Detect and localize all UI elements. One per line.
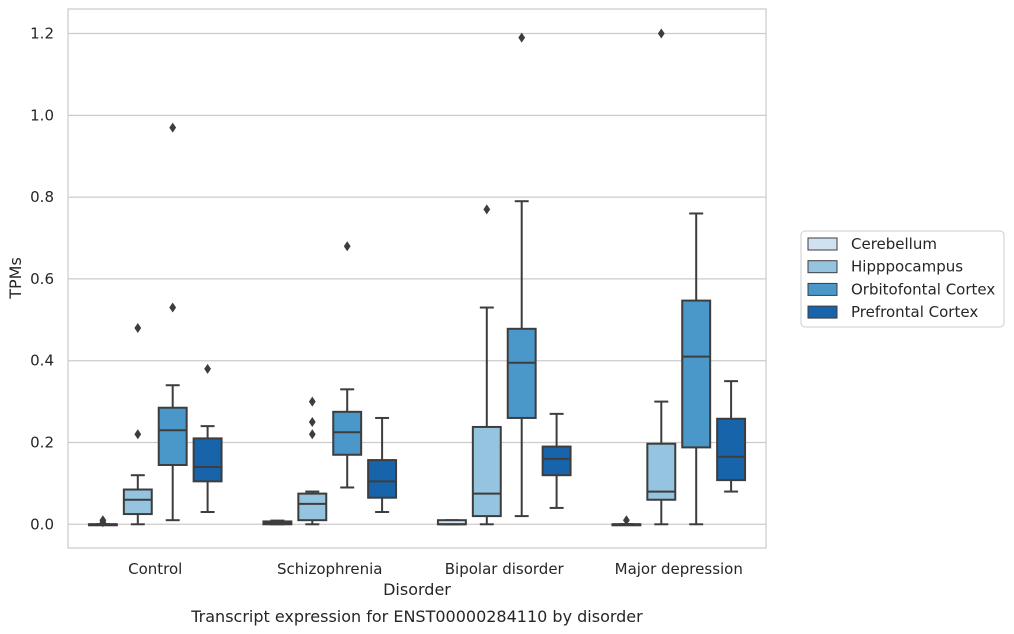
box-group (681, 212, 712, 526)
chart-caption: Transcript expression for ENST0000028411… (190, 607, 643, 626)
box-group (192, 363, 223, 514)
box-group (646, 28, 677, 526)
box-iqr (157, 406, 188, 466)
box-iqr (192, 437, 223, 483)
box-iqr (122, 488, 153, 516)
box-group (716, 380, 747, 493)
y-tick-label: 1.0 (30, 106, 54, 124)
legend-frame (800, 230, 1005, 328)
outlier-point (518, 32, 526, 43)
box-iqr (541, 445, 572, 477)
outlier-point (99, 517, 107, 528)
legend-swatch (807, 282, 838, 296)
plot-frame (67, 8, 767, 549)
legend-label: Hipppocampus (851, 258, 963, 276)
legend-label: Cerebellum (851, 235, 937, 253)
outlier-point (343, 241, 351, 252)
legend-swatch (807, 305, 838, 319)
outlier-point (169, 302, 177, 313)
box-group (157, 122, 188, 522)
y-axis-ticks: 0.0 0.2 0.4 0.6 0.8 1.0 1.2 (30, 25, 54, 534)
outlier-point (204, 363, 211, 374)
box-group (262, 519, 293, 526)
outlier-point (308, 429, 316, 440)
box-iqr (646, 442, 677, 501)
outlier-point (308, 417, 316, 428)
box-group (332, 241, 363, 489)
legend-swatch (807, 260, 838, 274)
box-group (506, 32, 537, 518)
outlier-point (134, 322, 142, 333)
y-tick-label: 0.4 (30, 352, 54, 370)
box-iqr (332, 410, 363, 456)
legend: Cerebellum Hipppocampus Orbitofontal Corte… (800, 230, 1005, 328)
y-axis-title: TPMs (6, 257, 25, 300)
box-iqr (367, 459, 398, 499)
box-group (297, 396, 328, 526)
box-group (122, 322, 153, 526)
box-group (471, 204, 502, 526)
y-tick-label: 0.8 (30, 188, 54, 206)
legend-label: Prefrontal Cortex (851, 303, 978, 321)
outlier-point (483, 204, 491, 215)
outlier-point (308, 396, 316, 407)
box-iqr (506, 327, 537, 419)
box-plots (87, 28, 747, 528)
y-tick-label: 0.6 (30, 270, 54, 288)
x-tick-label: Major depression (615, 560, 743, 578)
legend-label: Orbitofontal Cortex (851, 280, 995, 298)
outlier-point (169, 122, 177, 133)
outlier-point (134, 429, 142, 440)
box-group (87, 515, 118, 528)
box-group (611, 515, 642, 527)
x-tick-label: Control (128, 560, 182, 578)
box-iqr (681, 299, 712, 449)
box-iqr (471, 425, 502, 518)
box-group (541, 412, 572, 509)
box-iqr (716, 417, 747, 482)
box-group (436, 519, 467, 526)
legend-swatch (807, 237, 838, 251)
x-tick-label: Schizophrenia (277, 560, 382, 578)
outlier-point (657, 28, 665, 39)
x-tick-label: Bipolar disorder (445, 560, 565, 578)
x-axis-ticks: Control Schizophrenia Bipolar disorder Majo… (128, 560, 743, 578)
y-tick-label: 0.2 (30, 433, 54, 451)
y-tick-label: 0.0 (30, 515, 54, 533)
box-iqr (297, 492, 328, 522)
x-axis-title: Disorder (383, 580, 451, 599)
y-tick-label: 1.2 (30, 25, 54, 43)
outlier-point (623, 515, 630, 526)
box-group (367, 416, 398, 514)
